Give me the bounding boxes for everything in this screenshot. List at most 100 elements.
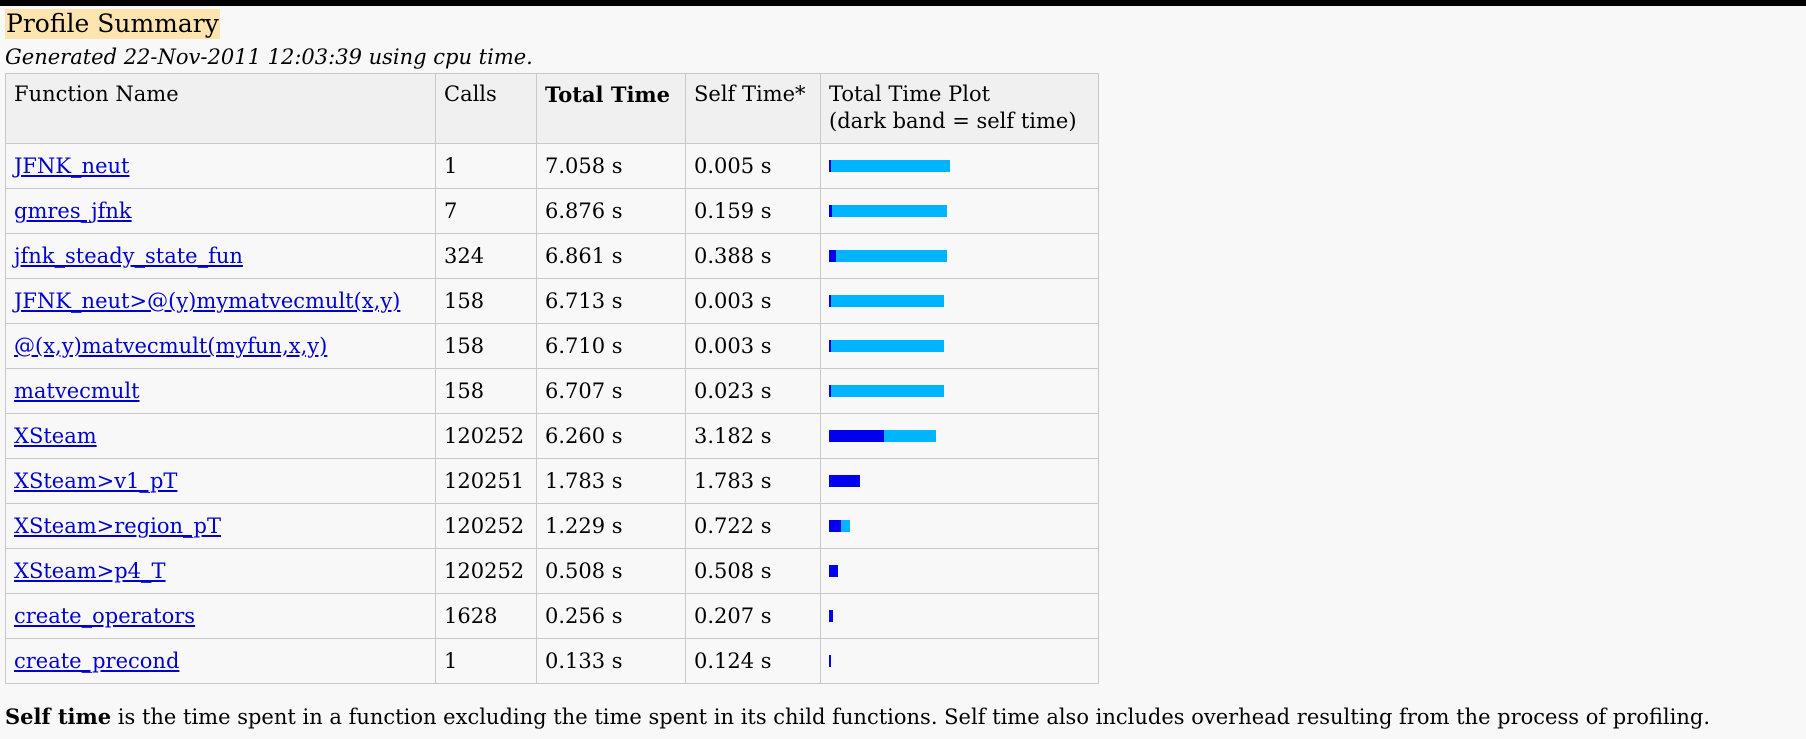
function-link[interactable]: create_precond xyxy=(14,649,180,673)
self-time-note: Self time is the time spent in a functio… xyxy=(5,704,1806,730)
time-plot xyxy=(829,594,1090,638)
total-time-cell: 1.229 s xyxy=(536,503,686,549)
time-plot xyxy=(829,144,1090,188)
header-function-name[interactable]: Function Name xyxy=(5,73,436,144)
calls-cell: 120252 xyxy=(435,503,537,549)
page-title: Profile Summary xyxy=(5,9,220,39)
profile-page: Profile Summary Generated 22-Nov-2011 12… xyxy=(0,6,1806,730)
self-time-cell: 0.003 s xyxy=(685,278,821,324)
self-time-bar xyxy=(829,610,833,622)
table-row: gmres_jfnk 7 6.876 s 0.159 s xyxy=(5,188,1099,234)
function-name-cell: XSteam>region_pT xyxy=(5,503,436,549)
header-total-time-plot: Total Time Plot (dark band = self time) xyxy=(820,73,1099,144)
function-link[interactable]: create_operators xyxy=(14,604,196,628)
header-plot-line1: Total Time Plot xyxy=(829,82,991,106)
table-row: JFNK_neut>@(y)mymatvecmult(x,y) 158 6.713 … xyxy=(5,278,1099,324)
total-time-cell: 6.707 s xyxy=(536,368,686,414)
time-plot-cell xyxy=(820,458,1099,504)
total-time-bar xyxy=(829,340,944,352)
self-time-cell: 0.005 s xyxy=(685,143,821,189)
time-plot xyxy=(829,504,1090,548)
calls-cell: 324 xyxy=(435,233,537,279)
function-name-cell: jfnk_steady_state_fun xyxy=(5,233,436,279)
table-row: create_operators 1628 0.256 s 0.207 s xyxy=(5,593,1099,639)
function-link[interactable]: XSteam>v1_pT xyxy=(14,469,178,493)
table-row: XSteam>v1_pT 120251 1.783 s 1.783 s xyxy=(5,458,1099,504)
calls-cell: 120251 xyxy=(435,458,537,504)
total-time-bar xyxy=(829,160,950,172)
header-calls[interactable]: Calls xyxy=(435,73,537,144)
function-link[interactable]: gmres_jfnk xyxy=(14,199,132,223)
total-time-bar xyxy=(829,205,947,217)
time-plot-cell xyxy=(820,323,1099,369)
function-name-cell: XSteam>p4_T xyxy=(5,548,436,594)
function-link[interactable]: JFNK_neut xyxy=(14,154,130,178)
function-link[interactable]: jfnk_steady_state_fun xyxy=(14,244,243,268)
total-time-cell: 6.861 s xyxy=(536,233,686,279)
calls-cell: 158 xyxy=(435,323,537,369)
self-time-bar xyxy=(829,655,831,667)
total-time-cell: 0.133 s xyxy=(536,638,686,684)
function-name-cell: matvecmult xyxy=(5,368,436,414)
self-time-bar xyxy=(829,520,841,532)
table-header-row: Function Name Calls Total Time Self Time… xyxy=(5,73,1099,144)
total-time-bar xyxy=(829,250,947,262)
time-plot xyxy=(829,234,1090,278)
time-plot-cell xyxy=(820,593,1099,639)
time-plot-cell xyxy=(820,503,1099,549)
self-time-bar xyxy=(829,160,831,172)
time-plot xyxy=(829,459,1090,503)
calls-cell: 7 xyxy=(435,188,537,234)
calls-cell: 158 xyxy=(435,368,537,414)
time-plot-cell xyxy=(820,368,1099,414)
function-link[interactable]: XSteam>p4_T xyxy=(14,559,166,583)
function-link[interactable]: matvecmult xyxy=(14,379,140,403)
header-plot-line2: (dark band = self time) xyxy=(829,109,1077,133)
header-self-time[interactable]: Self Time* xyxy=(685,73,821,144)
generated-info: Generated 22-Nov-2011 12:03:39 using cpu… xyxy=(5,45,533,69)
calls-cell: 1 xyxy=(435,638,537,684)
time-plot xyxy=(829,549,1090,593)
function-name-cell: create_precond xyxy=(5,638,436,684)
calls-cell: 120252 xyxy=(435,413,537,459)
self-time-bar xyxy=(829,340,831,352)
self-time-cell: 0.003 s xyxy=(685,323,821,369)
header-total-time[interactable]: Total Time xyxy=(536,73,686,144)
time-plot xyxy=(829,189,1090,233)
total-time-cell: 6.260 s xyxy=(536,413,686,459)
function-link[interactable]: XSteam>region_pT xyxy=(14,514,221,538)
calls-cell: 120252 xyxy=(435,548,537,594)
self-time-bar xyxy=(829,250,836,262)
total-time-cell: 1.783 s xyxy=(536,458,686,504)
self-time-bar xyxy=(829,430,884,442)
self-time-term: Self time xyxy=(5,704,112,729)
self-time-bar xyxy=(829,205,832,217)
top-border xyxy=(0,0,1806,6)
table-row: jfnk_steady_state_fun 324 6.861 s 0.388 s xyxy=(5,233,1099,279)
table-row: JFNK_neut 1 7.058 s 0.005 s xyxy=(5,143,1099,189)
self-time-bar xyxy=(829,385,831,397)
self-time-cell: 3.182 s xyxy=(685,413,821,459)
function-name-cell: gmres_jfnk xyxy=(5,188,436,234)
function-link[interactable]: XSteam xyxy=(14,424,97,448)
time-plot-cell xyxy=(820,233,1099,279)
self-time-cell: 0.159 s xyxy=(685,188,821,234)
function-link[interactable]: @(x,y)matvecmult(myfun,x,y) xyxy=(14,334,328,358)
profile-table: Function Name Calls Total Time Self Time… xyxy=(5,73,1099,684)
self-time-cell: 0.722 s xyxy=(685,503,821,549)
table-row: matvecmult 158 6.707 s 0.023 s xyxy=(5,368,1099,414)
time-plot xyxy=(829,324,1090,368)
self-time-cell: 0.388 s xyxy=(685,233,821,279)
self-time-bar xyxy=(829,565,838,577)
time-plot-cell xyxy=(820,143,1099,189)
total-time-cell: 0.508 s xyxy=(536,548,686,594)
function-link[interactable]: JFNK_neut>@(y)mymatvecmult(x,y) xyxy=(14,289,401,313)
table-row: XSteam 120252 6.260 s 3.182 s xyxy=(5,413,1099,459)
time-plot-cell xyxy=(820,548,1099,594)
total-time-bar xyxy=(829,385,944,397)
self-time-cell: 0.023 s xyxy=(685,368,821,414)
self-time-cell: 0.124 s xyxy=(685,638,821,684)
time-plot xyxy=(829,639,1090,683)
table-row: @(x,y)matvecmult(myfun,x,y) 158 6.710 s 0.0… xyxy=(5,323,1099,369)
function-name-cell: @(x,y)matvecmult(myfun,x,y) xyxy=(5,323,436,369)
